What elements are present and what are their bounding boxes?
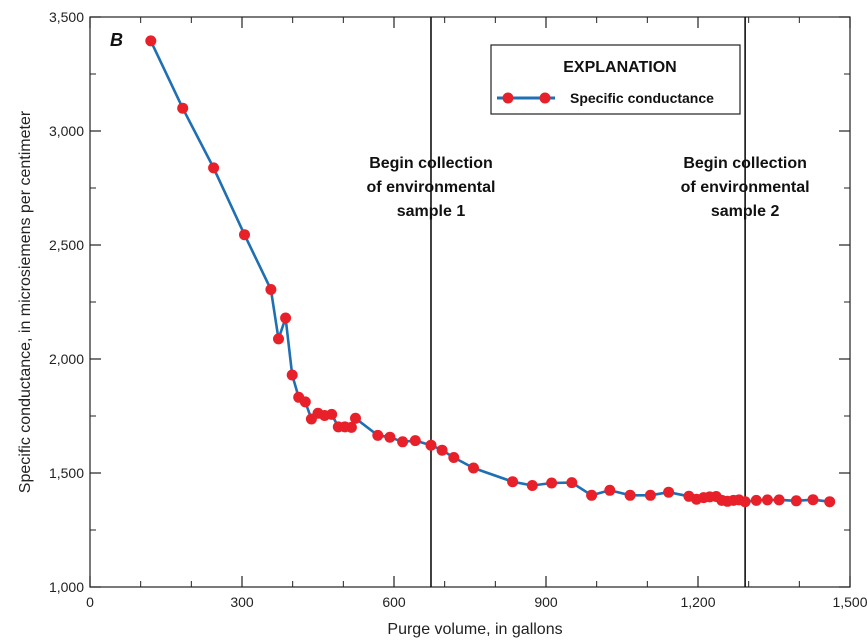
x-tick-label: 900 (534, 594, 558, 610)
y-axis-title: Specific conductance, in microsiemens pe… (17, 110, 34, 493)
legend-marker (539, 92, 551, 104)
data-point (286, 369, 298, 381)
annotation-text: Begin collection (369, 155, 493, 172)
y-tick-label: 3,500 (49, 9, 84, 25)
data-point (350, 412, 361, 424)
data-point (468, 462, 479, 474)
data-point (507, 476, 519, 488)
data-point (546, 477, 558, 489)
data-point (586, 489, 598, 501)
annotation-text: of environmental (681, 179, 810, 196)
legend: EXPLANATION Specific conductance (490, 44, 741, 115)
data-series (145, 35, 836, 508)
data-point (790, 495, 802, 507)
x-tick-label: 0 (86, 594, 94, 610)
y-tick-label: 1,500 (49, 465, 84, 481)
data-point (604, 484, 616, 496)
axes: 0 300 600 900 1,200 1,500 1,000 1,500 2,000 2,500… (49, 9, 867, 610)
x-axis-title: Purge volume, in gallons (387, 621, 562, 638)
data-point (739, 496, 751, 508)
x-tick-label: 1,200 (680, 594, 715, 610)
data-point (384, 431, 396, 443)
annotation-text: of environmental (367, 179, 496, 196)
annotation-text: Begin collection (683, 155, 807, 172)
data-point (397, 436, 409, 448)
x-tick-label: 600 (382, 594, 406, 610)
legend-box (490, 44, 741, 115)
data-point (566, 477, 578, 489)
data-point (761, 494, 773, 506)
data-point (372, 429, 384, 441)
data-point (663, 486, 675, 498)
annotations: Begin collection of environmental sample 1… (367, 17, 810, 587)
data-point (345, 421, 357, 433)
y-tick-label: 2,500 (49, 237, 84, 253)
y-tick-label: 2,000 (49, 351, 84, 367)
data-point (436, 444, 448, 456)
data-point (750, 494, 762, 506)
y-tick-label: 1,000 (49, 579, 84, 595)
panel-label: B (110, 30, 123, 50)
annotation-text: sample 2 (711, 203, 780, 220)
data-point (273, 333, 284, 345)
legend-marker (502, 92, 514, 104)
data-point (299, 396, 311, 408)
data-point (526, 480, 538, 491)
data-point (824, 496, 836, 508)
x-tick-label: 1,500 (832, 594, 867, 610)
data-point (239, 229, 250, 241)
data-point (208, 162, 220, 174)
data-point (644, 489, 656, 501)
data-point (773, 494, 785, 506)
data-point (280, 312, 292, 324)
annotation-text: sample 1 (397, 203, 466, 220)
data-point (145, 35, 157, 47)
legend-label-specific-conductance: Specific conductance (570, 90, 714, 106)
data-point (265, 284, 277, 295)
data-point (448, 452, 460, 463)
data-point (177, 102, 189, 114)
data-point (624, 489, 636, 501)
data-point (425, 439, 437, 451)
x-tick-label: 300 (230, 594, 254, 610)
data-point (807, 494, 819, 506)
data-point (326, 408, 338, 420)
y-tick-label: 3,000 (49, 123, 84, 139)
legend-title: EXPLANATION (563, 59, 676, 76)
data-point (409, 435, 421, 447)
